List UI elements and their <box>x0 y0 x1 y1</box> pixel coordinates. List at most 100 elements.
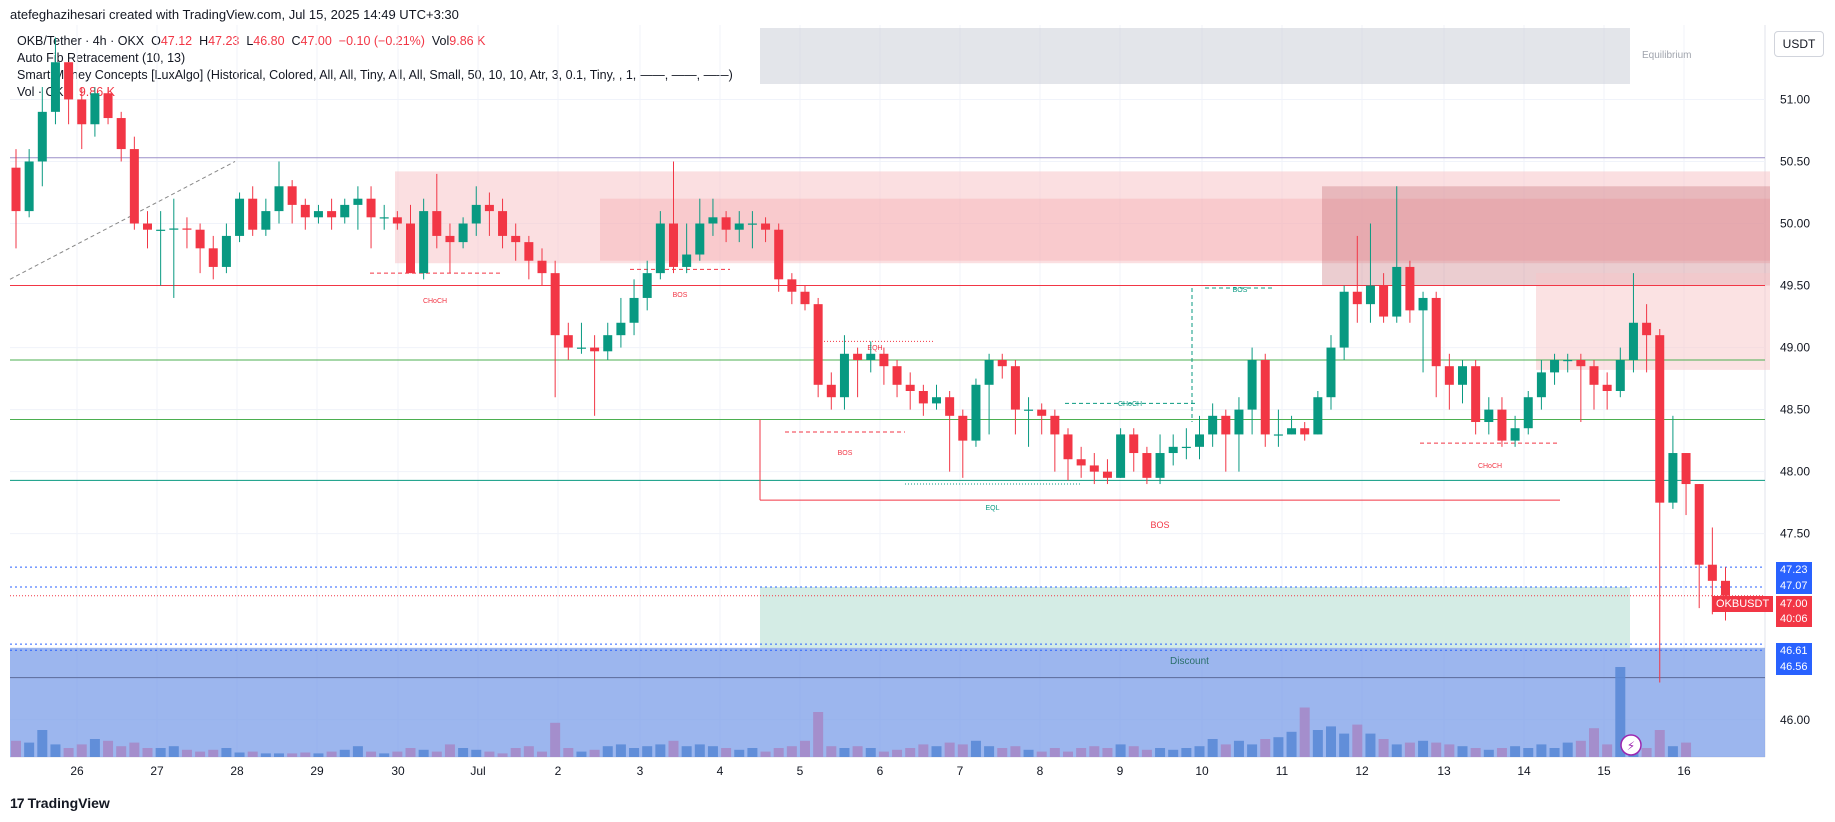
candle-body <box>1510 428 1520 441</box>
volume-bar <box>444 744 455 757</box>
open-value: 47.12 <box>160 34 193 48</box>
volume-bar <box>1089 746 1100 757</box>
candle-body <box>853 353 863 360</box>
candle-body <box>655 223 665 274</box>
supply-zone-4 <box>1536 273 1770 370</box>
candle-body <box>419 211 429 274</box>
currency-button[interactable]: USDT <box>1774 31 1824 57</box>
candle-body <box>379 217 389 219</box>
symbol-title[interactable]: OKB/Tether · 4h · OKX <box>17 34 145 48</box>
structure-label: BOS <box>838 450 853 457</box>
volume-bar <box>1536 744 1547 757</box>
candle-body <box>761 223 771 230</box>
structure-label: CHoCH <box>1118 401 1142 408</box>
brand-label: TradingView <box>27 795 110 811</box>
volume-bar <box>379 753 390 757</box>
volume-bar <box>1049 748 1060 757</box>
candle-body <box>1116 434 1126 478</box>
y-tick-label: 50.00 <box>1780 217 1810 231</box>
candle-body <box>1208 415 1218 435</box>
candle-body <box>576 347 586 349</box>
candle-body <box>1615 359 1625 391</box>
volume-bar <box>247 751 258 757</box>
candle-body <box>1550 359 1560 373</box>
volume-bar <box>878 751 889 757</box>
tradingview-logo-icon: 17 <box>10 795 25 811</box>
structure-label: EQL <box>985 505 999 512</box>
volume-bar <box>1115 744 1126 757</box>
volume-bar <box>142 748 153 757</box>
candle-body <box>1063 434 1073 460</box>
candle-body <box>445 235 455 243</box>
candle-body <box>313 211 323 218</box>
candle-body <box>1668 453 1678 503</box>
volume-bar <box>1654 730 1665 757</box>
volume-bar <box>1589 728 1599 757</box>
candle-body <box>984 359 994 385</box>
x-tick-label: 14 <box>1517 764 1531 778</box>
candle-body <box>103 93 113 119</box>
candle-body <box>1168 446 1178 454</box>
x-tick-label: 10 <box>1195 764 1209 778</box>
volume-bar <box>497 753 508 757</box>
volume-bar <box>1181 748 1192 757</box>
candle-body <box>1707 564 1717 581</box>
volume-bar <box>707 746 718 757</box>
candle-body <box>708 217 718 224</box>
candle-body <box>550 273 560 336</box>
candle-body <box>37 111 47 162</box>
indicator-smc[interactable]: Smart Money Concepts [LuxAlgo] (Historic… <box>17 68 733 82</box>
volume-bar <box>1036 751 1047 757</box>
volume-bar <box>615 744 626 757</box>
candle-body <box>208 248 218 267</box>
x-tick-label: 8 <box>1037 764 1044 778</box>
tradingview-brand[interactable]: 17 TradingView <box>10 795 110 811</box>
volume-bar <box>1575 740 1586 757</box>
volume-bar <box>510 748 521 757</box>
candle-body <box>1076 459 1086 466</box>
candle-body <box>1444 366 1454 385</box>
candle-body <box>1392 266 1402 317</box>
candle-body <box>669 223 678 267</box>
x-tick-label: 7 <box>957 764 964 778</box>
close-value: 47.00 <box>300 34 332 48</box>
symbol-legend-row: OKB/Tether · 4h · OKX O47.12 H47.23 L46.… <box>17 33 733 50</box>
price-tag-symbol: OKBUSDT <box>1712 596 1774 612</box>
volume-bar <box>694 744 705 757</box>
x-tick-label: 27 <box>150 764 164 778</box>
volume-bar <box>970 740 981 757</box>
candle-body <box>406 223 415 274</box>
x-tick-label: 11 <box>1276 764 1289 778</box>
candle-body <box>77 99 87 125</box>
candle-body <box>353 198 363 205</box>
candle-body <box>1129 434 1139 454</box>
volume-bar <box>1562 742 1573 757</box>
candle-body <box>1352 291 1362 305</box>
candle-body <box>524 242 534 261</box>
candle-body <box>1313 397 1323 435</box>
volume-bar <box>1483 749 1494 757</box>
candle-body <box>498 211 508 236</box>
volume-bar <box>786 746 797 757</box>
candle-body <box>721 217 731 230</box>
volume-bar <box>997 748 1008 757</box>
volume-bar <box>181 749 192 757</box>
volume-bar <box>1194 746 1205 757</box>
supply-zone-1 <box>395 171 1770 264</box>
lightning-glyph: ⚡ <box>1627 739 1635 753</box>
volume-bar <box>1076 748 1087 757</box>
volume-bar <box>1273 737 1284 757</box>
volume-bar <box>37 730 48 757</box>
low-label: L <box>246 34 254 48</box>
volume-bar <box>1141 749 1152 757</box>
volume-bar <box>957 744 968 757</box>
candle-body <box>1602 384 1612 391</box>
candle-body <box>1181 446 1191 449</box>
indicator-fib[interactable]: Auto Fib Retracement (10, 13) <box>17 51 186 65</box>
structure-label: BOS <box>673 292 688 299</box>
volume-bar <box>63 748 74 757</box>
volume-bar <box>155 748 166 757</box>
volume-bar <box>1444 744 1455 757</box>
structure-label: EQH <box>867 345 882 352</box>
